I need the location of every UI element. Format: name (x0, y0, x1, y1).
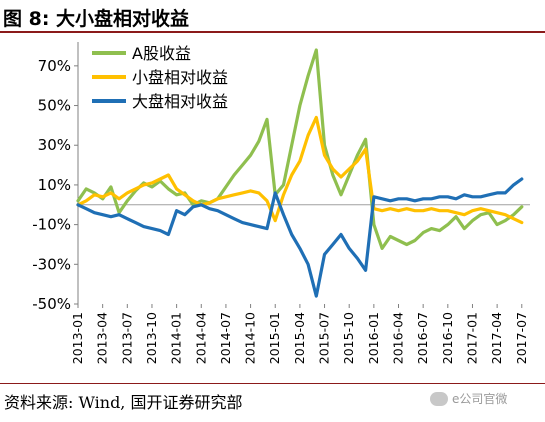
x-tick-label: 2013-10 (144, 312, 159, 364)
x-tick-label: 2015-04 (292, 312, 307, 364)
x-tick-label: 2016-01 (366, 312, 381, 364)
y-tick-label: -30% (32, 255, 71, 273)
y-tick-label: 70% (38, 57, 71, 75)
figure-title: 图 8: 大小盘相对收益 (3, 8, 190, 30)
figure-header: 图 8: 大小盘相对收益 (0, 0, 545, 34)
y-tick-label: -10% (32, 216, 71, 234)
series-line-2 (76, 115, 524, 225)
line-chart: -50% -30% -10% 10% 30% 50% 70% 2013-01 2013-04 20… (32, 42, 530, 364)
x-tick-label: 2013-01 (70, 312, 85, 364)
watermark: e公司官微 (430, 390, 507, 407)
legend-label-3: 大盘相对收益 (132, 92, 228, 111)
legend-label-1: A股收益 (132, 44, 191, 63)
source-note: 资料来源: Wind, 国开证券研究部 (4, 393, 243, 412)
legend-label-2: 小盘相对收益 (132, 68, 228, 87)
x-tick-label: 2017-01 (464, 312, 479, 364)
footer-divider (0, 383, 545, 384)
y-tick-label: -50% (32, 295, 71, 313)
x-tick-label: 2014-10 (243, 312, 258, 364)
x-tick-label: 2017-07 (514, 312, 529, 364)
y-tick-label: 10% (38, 176, 71, 194)
x-tick-label: 2013-07 (119, 312, 134, 364)
watermark-text: e公司官微 (452, 392, 508, 406)
series-line-3 (76, 177, 524, 298)
series-line-1 (76, 48, 524, 250)
x-tick-label: 2014-07 (218, 312, 233, 364)
y-tick-label: 30% (38, 136, 71, 154)
x-tick-label: 2016-07 (415, 312, 430, 364)
x-tick-label: 2015-10 (341, 312, 356, 364)
x-tick-label: 2014-04 (193, 312, 208, 364)
x-tick-label: 2016-10 (440, 312, 455, 364)
x-tick-label: 2013-04 (95, 312, 110, 364)
header-divider (0, 31, 545, 33)
x-tick-label: 2017-04 (489, 312, 504, 364)
x-tick-label: 2015-07 (317, 312, 332, 364)
x-tick-label: 2016-04 (391, 312, 406, 364)
x-tick-label: 2015-01 (267, 312, 282, 364)
wechat-icon (430, 391, 448, 406)
x-tick-label: 2014-01 (169, 312, 184, 364)
y-tick-label: 50% (38, 97, 71, 115)
